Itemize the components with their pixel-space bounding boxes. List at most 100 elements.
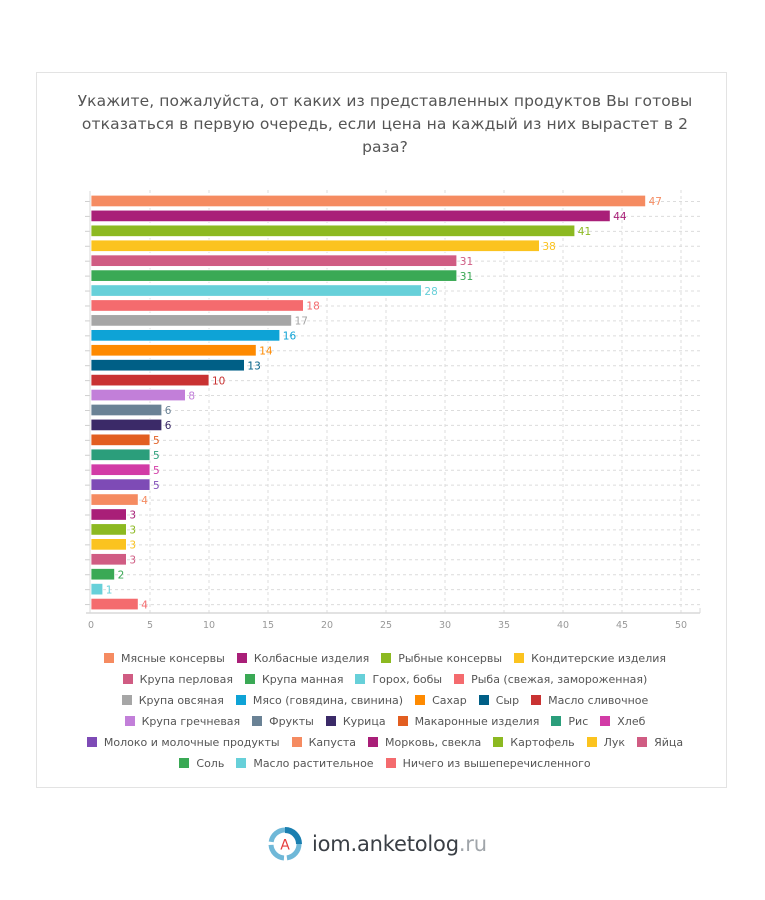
legend-item[interactable]: Ничего из вышеперечисленного	[385, 753, 591, 774]
x-tick-label: 10	[203, 620, 215, 631]
data-label: 3	[129, 510, 136, 522]
legend-item[interactable]: Рыбные консервы	[381, 648, 502, 669]
legend-label: Рыбные консервы	[398, 652, 503, 665]
legend-swatch	[236, 758, 247, 768]
legend-swatch	[291, 737, 302, 747]
legend-swatch	[104, 653, 114, 663]
legend-swatch	[600, 716, 611, 726]
bar	[90, 418, 163, 432]
legend-swatch	[121, 695, 132, 705]
legend-swatch	[179, 758, 190, 768]
legend: Мясные консервы Колбасные изделия Рыбные к…	[60, 648, 710, 774]
data-label: 10	[212, 375, 225, 387]
bar	[90, 209, 611, 223]
x-tick-label: 40	[557, 620, 569, 631]
legend-item[interactable]: Крупа манная	[244, 669, 343, 690]
legend-item[interactable]: Хлеб	[600, 711, 645, 732]
data-label: 3	[129, 540, 136, 552]
legend-swatch	[124, 716, 135, 726]
legend-label: Крупа овсяная	[138, 694, 224, 707]
bar	[90, 359, 245, 372]
legend-item[interactable]: Крупа перловая	[122, 669, 233, 690]
legend-item[interactable]: Сыр	[478, 690, 520, 711]
bars	[90, 194, 646, 611]
legend-label: Капуста	[308, 736, 357, 749]
legend-item[interactable]: Масло сливочное	[531, 690, 648, 711]
data-label: 1	[106, 584, 113, 596]
data-label: 5	[153, 480, 160, 492]
legend-label: Мясные консервы	[121, 652, 225, 665]
data-label: 3	[129, 555, 136, 567]
data-label: 8	[188, 390, 195, 402]
anketolog-logo[interactable]: A iom.anketolog.ru	[266, 825, 487, 863]
legend-label: Рис	[568, 715, 589, 728]
legend-item[interactable]: Молоко и молочные продукты	[86, 732, 280, 753]
data-label: 16	[283, 331, 297, 343]
legend-label: Рыба (свежая, замороженная)	[471, 673, 648, 686]
data-label: 4	[141, 495, 148, 507]
legend-label: Молоко и молочные продукты	[103, 736, 280, 749]
legend-item[interactable]: Рыба (свежая, замороженная)	[454, 669, 647, 690]
data-label: 31	[460, 271, 473, 283]
legend-label: Масло растительное	[253, 757, 374, 770]
logo-letter: A	[280, 838, 290, 854]
legend-label: Колбасные изделия	[253, 652, 370, 665]
legend-label: Масло сливочное	[548, 694, 649, 707]
data-label: 5	[153, 465, 160, 477]
legend-swatch	[514, 653, 525, 663]
legend-item[interactable]: Морковь, свекла	[368, 732, 481, 753]
bar	[90, 538, 127, 551]
data-label: 14	[259, 346, 273, 358]
legend-swatch	[355, 674, 366, 684]
legend-label: Мясо (говядина, свинина)	[252, 694, 404, 707]
legend-swatch	[586, 737, 597, 747]
bar	[90, 284, 422, 297]
data-label: 2	[118, 569, 125, 581]
legend-item[interactable]: Горох, бобы	[355, 669, 442, 690]
legend-item[interactable]: Мясные консервы	[104, 648, 225, 669]
bar	[90, 582, 104, 596]
legend-item[interactable]: Сахар	[415, 690, 467, 711]
bar	[90, 597, 139, 611]
logo-tld: .ru	[458, 832, 487, 856]
bar	[90, 299, 304, 312]
legend-swatch	[385, 758, 396, 768]
legend-item[interactable]: Макаронные изделия	[397, 711, 539, 732]
data-label: 31	[460, 256, 473, 268]
legend-item[interactable]: Кондитерские изделия	[514, 648, 666, 669]
legend-label: Крупа перловая	[139, 673, 233, 686]
legend-item[interactable]: Мясо (говядина, свинина)	[235, 690, 404, 711]
logo-main: iom.anketolog	[312, 832, 459, 856]
x-tick-label: 30	[439, 620, 451, 631]
x-tick-label: 50	[675, 620, 687, 631]
legend-label: Хлеб	[617, 715, 646, 728]
legend-item[interactable]: Картофель	[493, 732, 575, 753]
legend-item[interactable]: Рис	[551, 711, 588, 732]
legend-item[interactable]: Капуста	[291, 732, 357, 753]
legend-item[interactable]: Крупа гречневая	[124, 711, 240, 732]
bar	[90, 329, 281, 342]
legend-swatch	[415, 695, 426, 705]
legend-item[interactable]: Крупа овсяная	[121, 690, 224, 711]
legend-item[interactable]: Курица	[325, 711, 386, 732]
data-label: 28	[424, 286, 437, 298]
x-tick-label: 5	[147, 620, 153, 631]
legend-item[interactable]: Масло растительное	[236, 753, 374, 774]
legend-item[interactable]: Соль	[179, 753, 224, 774]
data-label: 3	[129, 525, 136, 537]
legend-item[interactable]: Лук	[586, 732, 625, 753]
bar	[90, 254, 458, 267]
legend-label: Сыр	[495, 694, 520, 707]
legend-label: Соль	[196, 757, 225, 770]
data-label: 5	[153, 435, 160, 447]
data-label: 17	[295, 316, 308, 328]
bar	[90, 493, 139, 506]
legend-item[interactable]: Колбасные изделия	[236, 648, 370, 669]
x-tick-label: 15	[262, 620, 274, 631]
legend-item[interactable]: Яйца	[637, 732, 683, 753]
legend-label: Картофель	[510, 736, 575, 749]
x-tick-label: 25	[380, 620, 392, 631]
x-tick-label: 0	[88, 620, 94, 631]
legend-item[interactable]: Фрукты	[252, 711, 314, 732]
legend-swatch	[325, 716, 336, 726]
